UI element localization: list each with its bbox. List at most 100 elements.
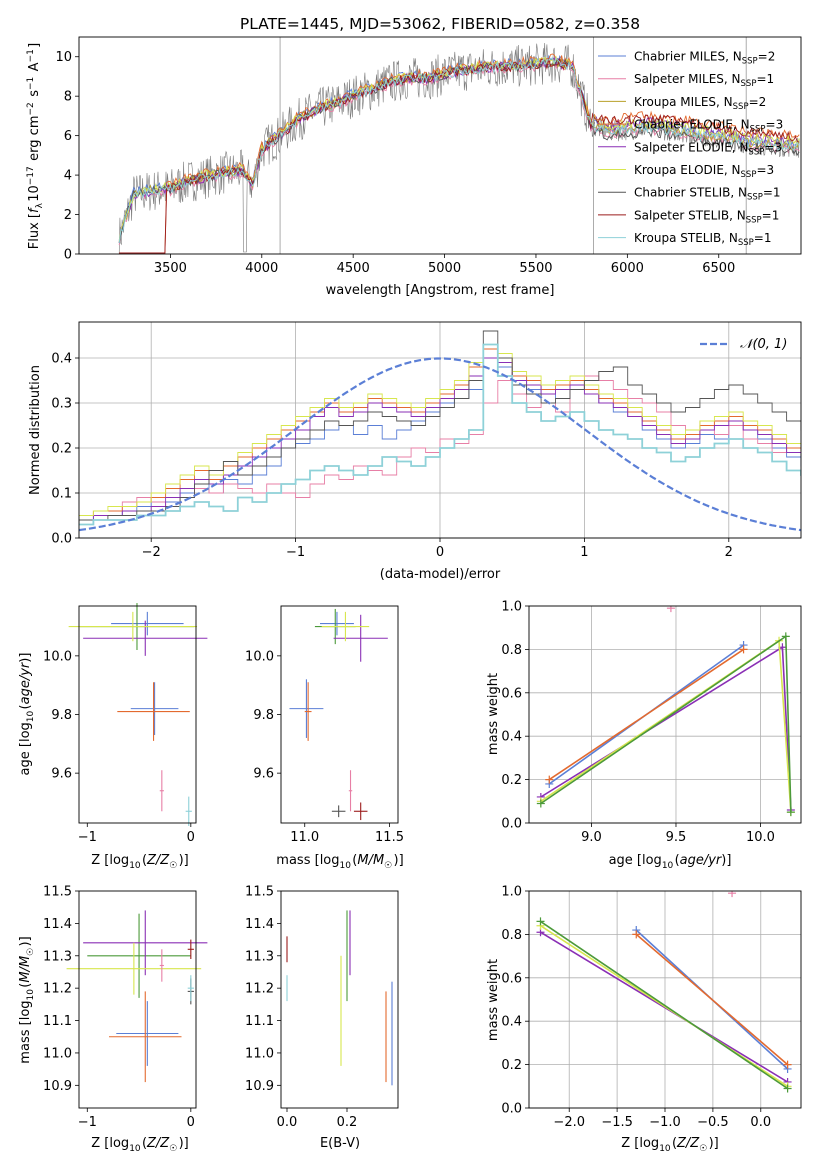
- y-tick-label: 11.1: [245, 1014, 274, 1029]
- x-tick-label: −2.0: [553, 1115, 585, 1130]
- x-tick-label: 0: [187, 1115, 195, 1130]
- error-point: [83, 620, 208, 656]
- y-tick-label: 10.0: [245, 649, 274, 664]
- y-axis-label: mass [log10 (M/M☉ )]: [18, 936, 36, 1063]
- legend-entry: Salpeter ELODIE, NSSP=3: [634, 140, 782, 157]
- x-tick-label: 9.0: [581, 830, 602, 845]
- weight-marker: [786, 808, 795, 817]
- y-tick-label: 0.2: [501, 1058, 522, 1073]
- y-tick-label: 10: [55, 50, 72, 65]
- error-point: [333, 614, 388, 662]
- axes-mass-vs-EBV: 0.0 0.2 10.9 11.0 11.1 11.2 11.3 11.4 11.5 E(B-V): [245, 885, 399, 1151]
- weight-marker: [783, 1084, 792, 1093]
- weight-marker: [783, 1060, 792, 1069]
- x-tick-label: −1.5: [601, 1115, 633, 1130]
- y-tick-label: 11.4: [245, 917, 274, 932]
- error-point: [304, 682, 312, 741]
- legend-entry: Kroupa MILES, NSSP=2: [634, 95, 766, 112]
- error-point: [87, 913, 191, 998]
- x-axis-label: mass [log10 (M/M☉ )]: [276, 853, 403, 871]
- axes-frame: [78, 321, 802, 539]
- legend: Chabrier MILES, NSSP=2 Salpeter MILES, NS…: [598, 50, 783, 248]
- y-tick-label: 0.0: [51, 532, 72, 547]
- histogram-step: [79, 330, 801, 525]
- y-tick-label: 0.8: [501, 643, 522, 658]
- error-point: [187, 975, 194, 1002]
- error-point: [185, 796, 192, 826]
- histogram-step: [79, 357, 801, 521]
- x-tick-label: 5000: [428, 261, 461, 276]
- x-tick-label: 0.2: [337, 1115, 358, 1130]
- chart-title: PLATE=1445, MJD=53062, FIBERID=0582, z=0…: [240, 15, 640, 33]
- weight-line: [540, 931, 789, 1083]
- y-tick-label: 0.6: [501, 686, 522, 701]
- error-point: [117, 682, 190, 741]
- axes-age-vs-Z: −1 0 9.6 9.8 10.0 Z [log10 (Z/Z☉ )] age [log10…: [18, 603, 208, 871]
- error-bars: [66, 910, 208, 1083]
- x-tick-label: 10.0: [746, 830, 775, 845]
- y-tick-label: 0.8: [501, 928, 522, 943]
- y-axis-label: mass weight: [486, 959, 501, 1041]
- weight-marker: [739, 645, 748, 654]
- axes-age-vs-mass: 11.0 11.5 9.6 9.8 10.0 mass [log10 (M/M☉ )]: [245, 605, 404, 871]
- weight-marker: [781, 632, 790, 641]
- legend-entry: Chabrier STELIB, NSSP=1: [634, 186, 781, 203]
- error-point: [111, 611, 184, 636]
- y-tick-label: 9.6: [253, 767, 274, 782]
- error-bars: [286, 910, 393, 1086]
- y-tick-label: 0.2: [51, 442, 72, 457]
- error-point: [348, 770, 353, 812]
- error-point: [320, 611, 354, 636]
- gaussian-curve: [79, 357, 801, 532]
- weight-line: [548, 648, 745, 781]
- x-tick-label: 6000: [611, 261, 644, 276]
- y-tick-label: 11.0: [43, 1046, 72, 1061]
- x-tick-label: −2: [142, 545, 161, 560]
- axes-frame: [280, 890, 399, 1109]
- y-tick-label: 11.3: [43, 949, 72, 964]
- weight-marker: [666, 606, 675, 613]
- axes-mass-weight-vs-Z: −2.0 −1.5 −1.0 −0.5 0.0 0.0 0.2 0.4 0.6 0.8 1.0 Z […: [486, 885, 802, 1154]
- y-axis-label: age [log10 (age/yr)]: [18, 653, 36, 776]
- y-tick-label: 11.1: [43, 1014, 72, 1029]
- y-tick-label: 11.0: [245, 1046, 274, 1061]
- error-bars: [289, 608, 388, 821]
- x-tick-label: −1.0: [649, 1115, 681, 1130]
- x-axis-label: E(B-V): [320, 1136, 360, 1151]
- x-tick-label: 11.5: [375, 830, 404, 845]
- error-point: [130, 682, 179, 736]
- x-tick-label: 4500: [337, 261, 370, 276]
- legend-entry: Salpeter MILES, NSSP=1: [634, 72, 774, 89]
- error-point: [289, 679, 324, 738]
- y-tick-label: 1.0: [501, 885, 522, 900]
- axes-mass-vs-Z: −1 0 10.9 11.0 11.1 11.2 11.3 11.4 11.5 Z [log10 …: [18, 885, 208, 1154]
- y-tick-label: 11.4: [43, 917, 72, 932]
- weight-marker: [536, 917, 545, 926]
- error-point: [68, 611, 198, 642]
- error-point: [66, 942, 202, 995]
- x-tick-label: −1: [286, 545, 305, 560]
- y-tick-label: 11.5: [43, 885, 72, 900]
- error-point: [159, 770, 164, 812]
- x-tick-label: 2: [725, 545, 733, 560]
- y-axis-label: Normed distribution: [28, 365, 43, 495]
- y-tick-label: 10.0: [43, 649, 72, 664]
- y-tick-label: 11.3: [245, 949, 274, 964]
- weight-marker: [545, 775, 554, 784]
- y-axis-label: mass weight: [486, 673, 501, 755]
- y-tick-label: 2: [64, 208, 72, 223]
- y-tick-label: 0.4: [501, 1015, 522, 1030]
- weight-line: [540, 645, 792, 811]
- histogram-step: [79, 343, 801, 526]
- x-tick-label: 4000: [245, 261, 278, 276]
- y-tick-label: 0.4: [51, 352, 72, 367]
- spectrum-lines: [118, 37, 800, 254]
- x-tick-label: 1: [580, 545, 588, 560]
- weight-line: [540, 925, 789, 1087]
- weight-marker: [632, 930, 641, 939]
- legend-entry: Chabrier ELODIE, NSSP=3: [634, 118, 783, 135]
- y-tick-label: 10.9: [43, 1079, 72, 1094]
- x-axis-label: Z [log10 (Z/Z☉ )]: [621, 1136, 719, 1154]
- x-tick-label: 6500: [702, 261, 735, 276]
- axes-mass-weight-vs-age: 9.0 9.5 10.0 0.0 0.2 0.4 0.6 0.8 1.0 age [log10 (…: [486, 600, 802, 871]
